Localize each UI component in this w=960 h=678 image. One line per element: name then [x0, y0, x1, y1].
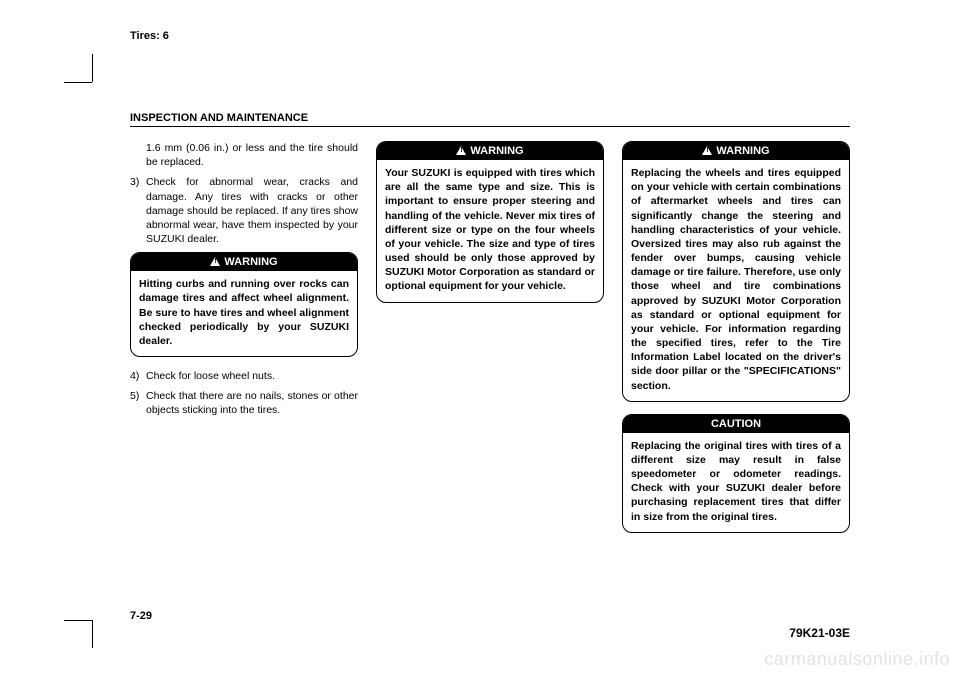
warning-triangle-icon	[210, 257, 220, 266]
list-body: Check that there are no nails, stones or…	[146, 389, 358, 417]
caution-header-text: CAUTION	[711, 418, 761, 430]
document-code: 79K21-03E	[789, 626, 850, 640]
running-head: Tires: 6	[130, 30, 850, 42]
caution-box: CAUTION Replacing the original tires wit…	[622, 414, 850, 533]
crop-mark	[64, 620, 92, 621]
warning-header: WARNING	[623, 142, 849, 160]
list-item-4: 4) Check for loose wheel nuts.	[130, 369, 358, 383]
list-num: 4)	[130, 369, 146, 383]
page-number: 7-29	[130, 610, 152, 622]
warning-body: Replacing the wheels and tires equipped …	[623, 160, 849, 401]
warning-header-text: WARNING	[716, 145, 769, 157]
watermark: carmanualsonline.info	[764, 649, 950, 670]
list-num: 5)	[130, 389, 146, 417]
list-body: Check for loose wheel nuts.	[146, 369, 358, 383]
warning-header: WARNING	[131, 253, 357, 271]
column-1: 1.6 mm (0.06 in.) or less and the tire s…	[130, 141, 358, 545]
caution-header: CAUTION	[623, 415, 849, 433]
crop-mark	[92, 54, 93, 82]
warning-box-2: WARNING Your SUZUKI is equipped with tir…	[376, 141, 604, 303]
list-body: Check for abnormal wear, cracks and dama…	[146, 175, 358, 246]
continued-text: 1.6 mm (0.06 in.) or less and the tire s…	[146, 141, 358, 169]
list-item-5: 5) Check that there are no nails, stones…	[130, 389, 358, 417]
warning-header-text: WARNING	[224, 256, 277, 268]
warning-triangle-icon	[702, 146, 712, 155]
warning-header-text: WARNING	[470, 145, 523, 157]
warning-box-3: WARNING Replacing the wheels and tires e…	[622, 141, 850, 402]
warning-header: WARNING	[377, 142, 603, 160]
list-item-3: 3) Check for abnormal wear, cracks and d…	[130, 175, 358, 246]
caution-body: Replacing the original tires with tires …	[623, 433, 849, 532]
column-3: WARNING Replacing the wheels and tires e…	[622, 141, 850, 545]
crop-mark	[64, 82, 92, 83]
section-rule	[130, 126, 850, 127]
columns: 1.6 mm (0.06 in.) or less and the tire s…	[130, 141, 850, 545]
warning-triangle-icon	[456, 146, 466, 155]
section-title: INSPECTION AND MAINTENANCE	[130, 112, 850, 124]
warning-box-1: WARNING Hitting curbs and running over r…	[130, 252, 358, 357]
warning-body: Your SUZUKI is equipped with tires which…	[377, 160, 603, 302]
crop-mark	[92, 620, 93, 648]
column-2: WARNING Your SUZUKI is equipped with tir…	[376, 141, 604, 545]
warning-body: Hitting curbs and running over rocks can…	[131, 271, 357, 356]
list-num: 3)	[130, 175, 146, 246]
page: Tires: 6 INSPECTION AND MAINTENANCE 1.6 …	[130, 30, 850, 640]
